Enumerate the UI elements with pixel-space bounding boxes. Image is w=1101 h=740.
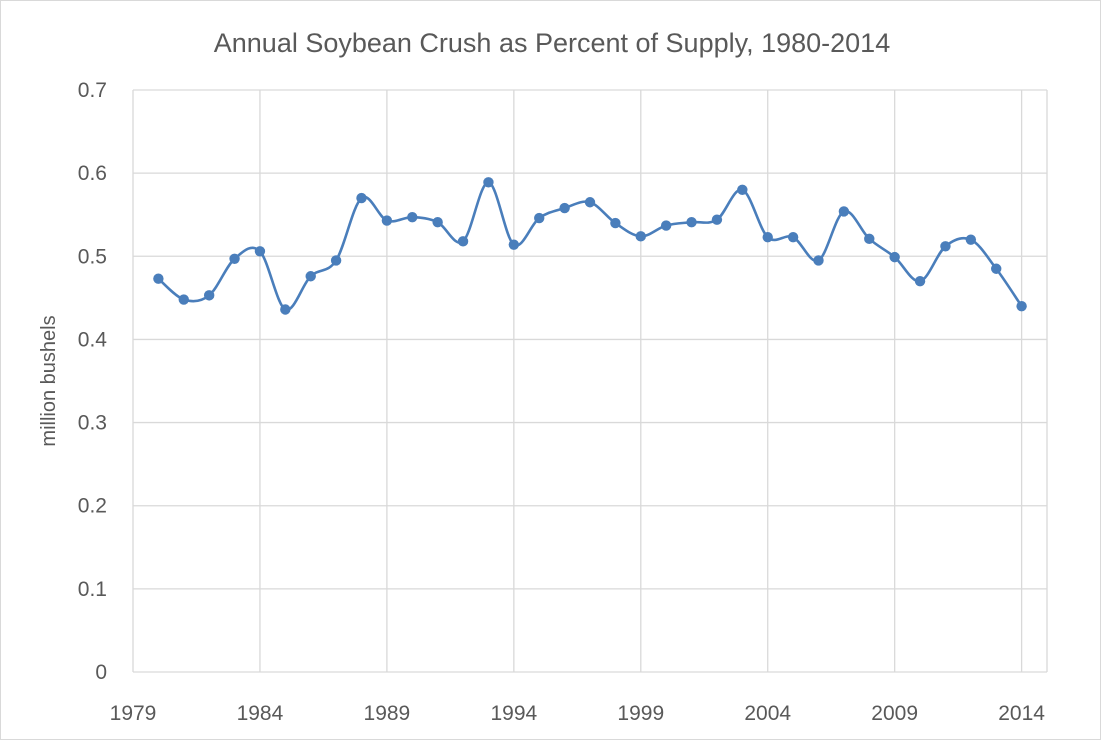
data-point (153, 273, 164, 284)
data-point (762, 231, 773, 243)
data-point (914, 276, 926, 287)
data-point (889, 251, 900, 263)
x-tick-label: 2009 (871, 702, 918, 725)
series-group (153, 177, 1027, 315)
data-point (356, 192, 367, 204)
x-tick-label: 2014 (998, 702, 1045, 725)
tick-labels: 0 0.1 0.2 0.3 0.4 0.5 0.6 0.7 1979 1984 1989 1994 19… (78, 79, 1045, 725)
data-point (584, 197, 596, 208)
data-point (457, 236, 469, 247)
y-tick-label: 0.1 (78, 578, 107, 601)
gridlines (132, 89, 1048, 673)
chart-title: Annual Soybean Crush as Percent of Suppl… (214, 28, 890, 58)
data-point (711, 214, 723, 225)
data-point (483, 177, 494, 188)
data-point (559, 202, 570, 214)
x-tick-label: 1994 (490, 702, 537, 725)
data-point (940, 241, 951, 252)
data-point (787, 231, 799, 243)
data-point (991, 263, 1002, 274)
y-tick-label: 0.7 (78, 79, 107, 102)
data-point (610, 217, 621, 229)
data-point (381, 215, 393, 226)
x-tick-label: 1979 (110, 702, 157, 725)
x-tick-label: 2004 (744, 702, 791, 725)
data-point (838, 206, 850, 217)
y-tick-label: 0 (95, 661, 107, 684)
data-point (864, 233, 875, 245)
data-point (737, 184, 748, 195)
y-tick-label: 0.5 (78, 245, 107, 268)
x-tick-label: 1989 (364, 702, 411, 725)
data-point (965, 234, 977, 245)
y-tick-label: 0.4 (78, 328, 108, 351)
data-point (178, 294, 189, 305)
data-point (229, 253, 240, 264)
y-tick-label: 0.2 (78, 495, 107, 518)
data-point (280, 304, 291, 315)
y-tick-label: 0.3 (78, 412, 107, 435)
data-point (508, 239, 520, 250)
data-point (305, 271, 316, 282)
data-point (635, 231, 646, 242)
data-point (432, 216, 443, 228)
data-point (330, 255, 342, 266)
data-point (534, 212, 545, 224)
data-point (660, 220, 672, 231)
y-tick-label: 0.6 (78, 162, 107, 185)
data-point (203, 290, 215, 301)
data-point (1016, 300, 1027, 312)
x-tick-label: 1999 (617, 702, 664, 725)
y-axis-label: million bushels (38, 315, 60, 446)
x-tick-label: 1984 (237, 702, 284, 725)
data-point (813, 255, 824, 266)
data-point (407, 212, 418, 223)
data-point (686, 216, 697, 228)
data-point (254, 246, 266, 257)
